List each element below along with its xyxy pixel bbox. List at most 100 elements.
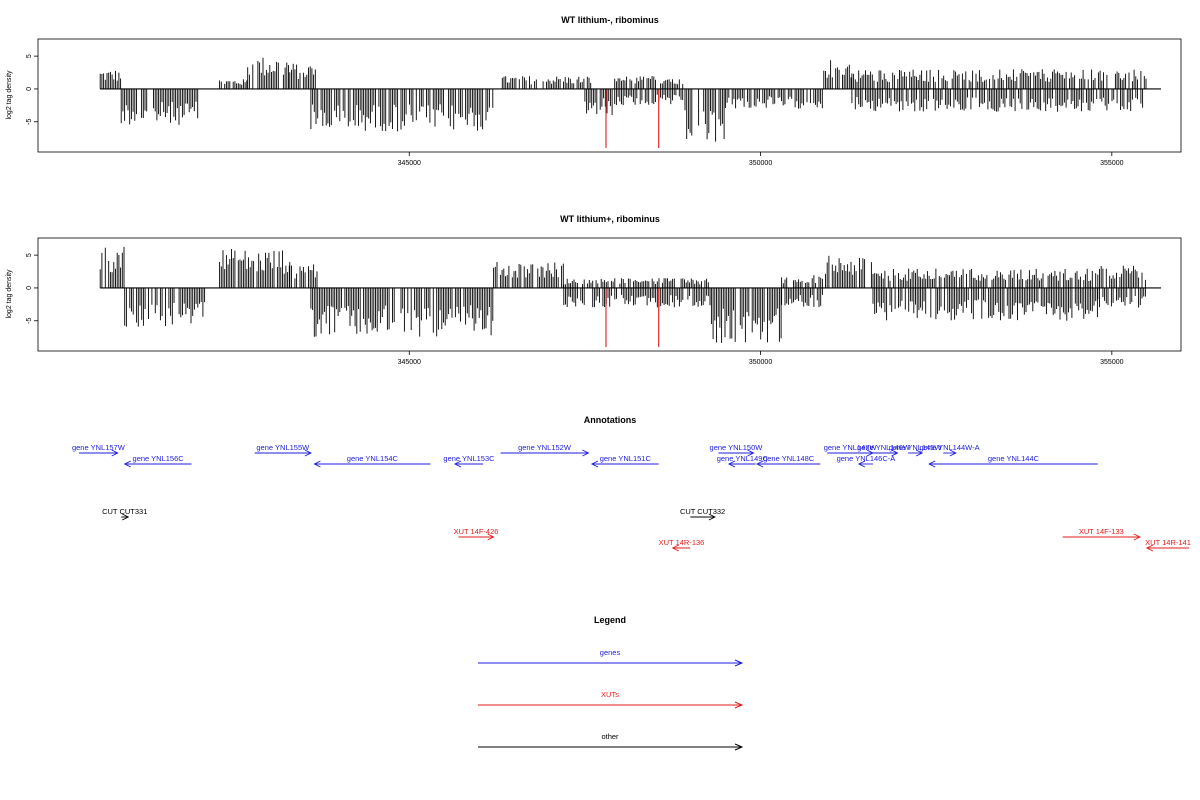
track-title: WT lithium+, ribominus xyxy=(560,214,660,224)
x-tick-label: 345000 xyxy=(398,359,421,366)
annotation-feature: gene YNL146W xyxy=(857,443,911,457)
annotation-feature: gene YNL146C-A xyxy=(837,454,896,468)
feature-label: gene YNL146C-A xyxy=(837,454,896,463)
feature-label: XUT 14F-426 xyxy=(454,527,499,536)
legend: Legend genes XUTs other xyxy=(478,615,744,751)
track-panel-lithium-plus: WT lithium+, ribominus log2 tag density … xyxy=(6,214,1182,366)
arrow-head-icon xyxy=(590,460,599,468)
annotation-feature: gene YNL148C xyxy=(756,454,821,468)
feature-label: gene YNL145W xyxy=(889,443,943,452)
arrow-head-icon xyxy=(928,460,936,468)
y-tick-label: -5 xyxy=(26,318,33,324)
annotations-title: Annotations xyxy=(584,415,637,425)
legend-entry: genes xyxy=(478,648,744,667)
feature-label: gene YNL144W-A xyxy=(919,443,979,452)
plot-frame xyxy=(37,237,1182,352)
x-tick-label: 355000 xyxy=(1100,160,1123,167)
feature-label: gene YNL152W xyxy=(518,443,572,452)
annotation-feature: gene YNL145W xyxy=(889,443,943,457)
arrow-head-icon xyxy=(857,460,866,468)
arrow-head-icon xyxy=(304,449,312,457)
annotation-feature: gene YNL149C xyxy=(717,454,769,468)
feature-label: gene YNL150W xyxy=(710,443,764,452)
arrow-head-icon xyxy=(1145,544,1154,552)
annotation-feature: gene YNL153C xyxy=(443,454,495,468)
feature-label: gene YNL144C xyxy=(988,454,1040,463)
annotation-feature: gene YNL144C xyxy=(928,454,1098,468)
arrow-head-icon xyxy=(756,460,764,468)
x-tick-label: 345000 xyxy=(398,160,421,167)
annotation-feature: XUT 14R-141 xyxy=(1145,538,1191,552)
annotation-features: gene YNL157W gene YNL156C gene YNL155W gene… xyxy=(72,443,1191,552)
arrow-head-icon xyxy=(671,544,679,552)
feature-label: XUT 14R-136 xyxy=(659,538,705,547)
arrow-head-icon xyxy=(949,449,957,457)
feature-label: XUT 14F-133 xyxy=(1079,527,1124,536)
annotation-feature: gene YNL144W-A xyxy=(919,443,980,457)
arrow-head-icon xyxy=(453,460,462,468)
feature-label: gene YNL156C xyxy=(133,454,185,463)
annotation-feature: gene YNL154C xyxy=(313,454,431,468)
annotation-feature: gene YNL157W xyxy=(72,443,126,457)
legend-title: Legend xyxy=(594,615,626,625)
plot-frame xyxy=(37,38,1182,153)
y-tick-label: 5 xyxy=(26,253,33,257)
arrow-head-icon xyxy=(915,449,924,457)
x-tick-label: 350000 xyxy=(749,160,772,167)
feature-label: gene YNL149C xyxy=(717,454,769,463)
annotation-feature: gene YNL150W xyxy=(710,443,764,457)
arrow-head-icon xyxy=(313,460,321,468)
axes: -5 0 5 345000 350000 355000 xyxy=(26,54,1161,167)
arrow-head-icon xyxy=(747,449,755,457)
track-panel-lithium-minus: WT lithium-, ribominus log2 tag density … xyxy=(6,15,1182,167)
arrow-head-icon xyxy=(727,460,736,468)
feature-label: gene YNL148C xyxy=(763,454,815,463)
annotation-feature: XUT 14F-426 xyxy=(454,527,499,541)
arrow-head-icon xyxy=(891,449,899,457)
density-marks xyxy=(99,246,1146,347)
y-tick-label: -5 xyxy=(26,119,33,125)
feature-label: CUT CUT332 xyxy=(680,507,725,516)
feature-label: gene YNL155W xyxy=(256,443,310,452)
arrow-head-icon xyxy=(111,449,119,457)
feature-label: gene YNL154C xyxy=(347,454,399,463)
arrow-head-icon xyxy=(734,701,744,709)
feature-label: gene YNL147W xyxy=(824,443,878,452)
feature-label: gene YNL146W xyxy=(857,443,911,452)
annotation-feature: gene YNL152W xyxy=(500,443,590,457)
annotation-feature: CUT CUT332 xyxy=(680,507,725,521)
arrow-head-icon xyxy=(1133,533,1141,541)
arrow-head-icon xyxy=(487,533,495,541)
arrow-head-icon xyxy=(708,513,716,521)
arrow-head-icon xyxy=(122,513,130,521)
annotation-feature: gene YNL156C xyxy=(123,454,192,468)
legend-entries: genes XUTs other xyxy=(478,648,744,751)
arrow-head-icon xyxy=(734,659,744,667)
feature-label: gene YNL153C xyxy=(443,454,495,463)
legend-label: XUTs xyxy=(601,690,619,699)
feature-label: gene YNL151C xyxy=(600,454,652,463)
annotation-feature: CUT CUT331 xyxy=(102,507,147,521)
feature-label: CUT CUT331 xyxy=(102,507,147,516)
y-axis-label: log2 tag density xyxy=(6,269,13,319)
legend-label: other xyxy=(601,732,619,741)
annotation-feature: gene YNL151C xyxy=(590,454,659,468)
arrow-head-icon xyxy=(123,460,131,468)
legend-entry: other xyxy=(478,732,744,751)
legend-entry: XUTs xyxy=(478,690,744,709)
x-tick-label: 355000 xyxy=(1100,359,1123,366)
arrow-head-icon xyxy=(582,449,590,457)
annotation-feature: XUT 14F-133 xyxy=(1062,527,1141,541)
density-marks xyxy=(99,57,1147,148)
y-tick-label: 0 xyxy=(26,286,33,290)
feature-label: XUT 14R-141 xyxy=(1145,538,1191,547)
feature-label: gene YNL157W xyxy=(72,443,126,452)
x-tick-label: 350000 xyxy=(749,359,772,366)
annotation-feature: gene YNL155W xyxy=(254,443,312,457)
legend-label: genes xyxy=(600,648,621,657)
annotation-feature: XUT 14R-136 xyxy=(659,538,705,552)
arrow-head-icon xyxy=(734,743,744,751)
axes: -5 0 5 345000 350000 355000 xyxy=(26,253,1161,366)
y-axis-label: log2 tag density xyxy=(6,70,13,120)
